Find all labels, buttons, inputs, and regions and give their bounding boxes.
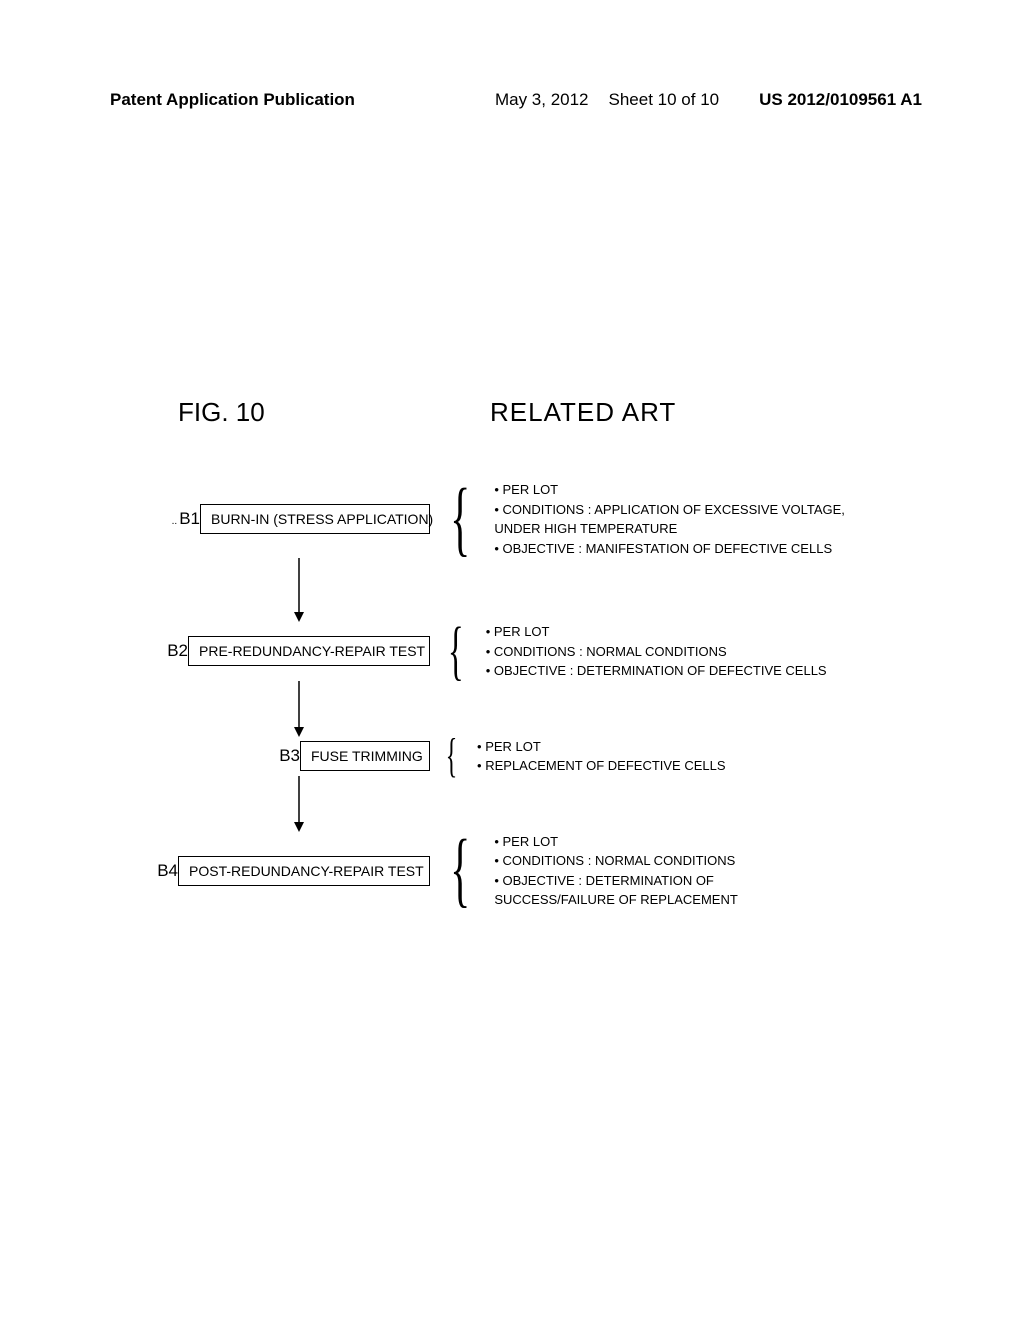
curly-brace-icon: { [448, 631, 464, 671]
header-date: May 3, 2012 [495, 90, 589, 110]
step-left-col: ..B1BURN-IN (STRESS APPLICATION) [130, 504, 430, 534]
header-sheet: Sheet 10 of 10 [609, 90, 720, 110]
step-note-line: SUCCESS/FAILURE OF REPLACEMENT [494, 890, 737, 910]
step-row: ..B1BURN-IN (STRESS APPLICATION) { • PER L… [130, 480, 930, 558]
step-row: B4POST-REDUNDANCY-REPAIR TEST{• PER LOT•… [130, 832, 930, 910]
step-note-line: • PER LOT [486, 622, 827, 642]
related-art-label: RELATED ART [490, 397, 676, 428]
step-row: B2PRE-REDUNDANCY-REPAIR TEST{• PER LOT• … [130, 622, 930, 681]
step-note-line: • CONDITIONS : NORMAL CONDITIONS [494, 851, 737, 871]
step-note-line: • PER LOT [494, 832, 737, 852]
step-box: FUSE TRIMMING [300, 741, 430, 771]
step-row: B3FUSE TRIMMING { • PER LOT• REPLACEMENT O… [130, 737, 930, 776]
arrow-wrapper [130, 558, 430, 622]
step-left-col: B3FUSE TRIMMING [130, 741, 430, 771]
step-note-line: • CONDITIONS : NORMAL CONDITIONS [486, 642, 827, 662]
step-note-line: • OBJECTIVE : MANIFESTATION OF DEFECTIVE… [494, 539, 845, 559]
step-note-line: • OBJECTIVE : DETERMINATION OF DEFECTIVE… [486, 661, 827, 681]
flowchart-step: B3FUSE TRIMMING { • PER LOT• REPLACEMENT O… [130, 737, 930, 832]
figure-label: FIG. 10 [178, 397, 265, 428]
arrow-down-icon [291, 776, 307, 832]
arrow-wrapper [130, 776, 430, 832]
curly-brace-icon: { [446, 742, 458, 771]
arrow-down-icon [291, 558, 307, 622]
arrow-wrapper [130, 681, 430, 737]
step-id-label: B2 [158, 641, 188, 661]
flowchart-step: B4POST-REDUNDANCY-REPAIR TEST{• PER LOT•… [130, 832, 930, 910]
step-left-col: B2PRE-REDUNDANCY-REPAIR TEST [130, 636, 430, 666]
step-id-label: ..B1 [170, 509, 200, 529]
step-box: POST-REDUNDANCY-REPAIR TEST [178, 856, 430, 886]
step-notes: • PER LOT• CONDITIONS : NORMAL CONDITION… [486, 622, 827, 681]
step-notes: • PER LOT• CONDITIONS : NORMAL CONDITION… [494, 832, 737, 910]
step-note-line: • REPLACEMENT OF DEFECTIVE CELLS [477, 756, 725, 776]
arrow-down-icon [291, 681, 307, 737]
step-box: BURN-IN (STRESS APPLICATION) [200, 504, 430, 534]
header-publication: Patent Application Publication [110, 90, 355, 110]
step-note-line: • OBJECTIVE : DETERMINATION OF [494, 871, 737, 891]
step-notes: • PER LOT• REPLACEMENT OF DEFECTIVE CELL… [477, 737, 725, 776]
step-id-prefix: .. [172, 516, 178, 527]
flowchart: ..B1BURN-IN (STRESS APPLICATION) { • PER L… [130, 480, 930, 910]
step-note-line: • CONDITIONS : APPLICATION OF EXCESSIVE … [494, 500, 845, 520]
step-box: PRE-REDUNDANCY-REPAIR TEST [188, 636, 430, 666]
page-header: Patent Application Publication May 3, 20… [0, 90, 1024, 110]
step-note-line: • PER LOT [477, 737, 725, 757]
curly-brace-icon: { [450, 845, 470, 895]
step-left-col: B4POST-REDUNDANCY-REPAIR TEST [130, 856, 430, 886]
step-notes: • PER LOT• CONDITIONS : APPLICATION OF E… [494, 480, 845, 558]
flowchart-step: B2PRE-REDUNDANCY-REPAIR TEST{• PER LOT• … [130, 622, 930, 737]
step-note-line: • PER LOT [494, 480, 845, 500]
step-id-label: B3 [270, 746, 300, 766]
header-pubno: US 2012/0109561 A1 [759, 90, 922, 110]
step-id-label: B4 [148, 861, 178, 881]
curly-brace-icon: { [450, 494, 470, 544]
flowchart-step: ..B1BURN-IN (STRESS APPLICATION) { • PER L… [130, 480, 930, 622]
step-note-line: UNDER HIGH TEMPERATURE [494, 519, 845, 539]
